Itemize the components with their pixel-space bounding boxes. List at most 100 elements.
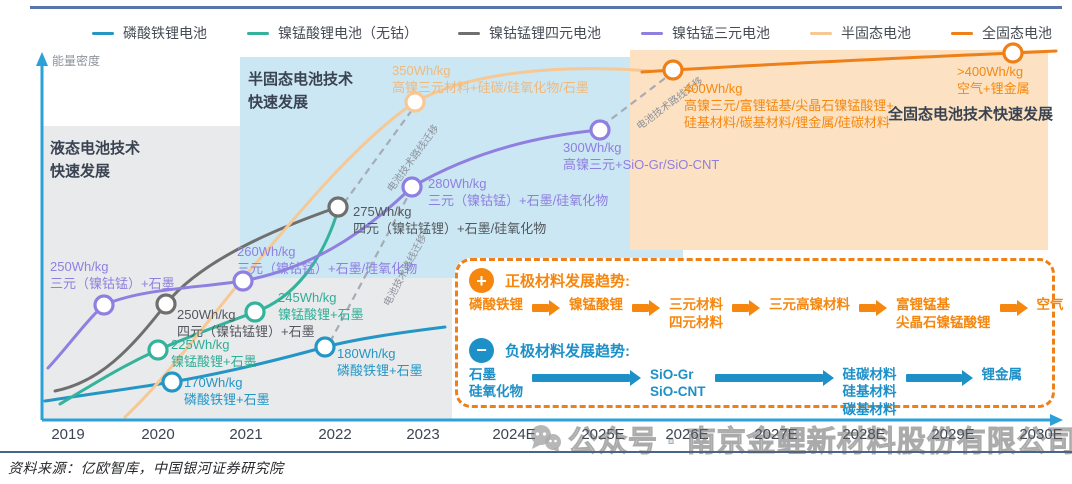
data-point-marker [155, 293, 177, 315]
data-point-label: >400Wh/kg 空气+锂金属 [957, 64, 1030, 97]
arrow-bar [532, 373, 630, 382]
data-point-marker [1002, 42, 1024, 64]
data-point-marker [161, 371, 183, 393]
legend-item: 全固态电池 [951, 23, 1052, 43]
legend-label: 磷酸铁锂电池 [123, 25, 207, 41]
data-point-label: 280Wh/kg 三元（镍钴锰）+石墨/硅氧化物 [428, 176, 609, 209]
x-tick-label: 2024E [492, 426, 536, 443]
arrow-right-icon [632, 300, 660, 316]
data-point-label: 250Wh/kg 三元（镍钴锰）+石墨 [50, 259, 175, 292]
legend-label: 半固态电池 [841, 25, 911, 41]
wechat-icon [531, 425, 561, 453]
data-point-marker [589, 119, 611, 141]
anode-trend-item: 锂金属 [981, 366, 1023, 382]
arrow-bar [632, 304, 649, 312]
legend-swatch [458, 31, 480, 35]
region-semi-solid-battery [240, 57, 683, 278]
tech-migration-dashed-line [601, 75, 669, 127]
arrow-right-icon [732, 300, 760, 316]
x-tick-label: 2025E [581, 426, 625, 443]
arrow-right-icon [714, 369, 834, 386]
data-point-label: 250Wh/kg 四元（镍钴锰锂）+石墨 [177, 307, 315, 340]
arrow-bar [732, 304, 749, 312]
x-tick-label: 2027E [754, 426, 798, 443]
legend-item: 镍锰酸锂电池（无钴） [247, 23, 418, 43]
x-tick-label: 2020 [141, 426, 175, 443]
data-point-marker [662, 59, 684, 81]
x-tick-label: 2028E [842, 426, 886, 443]
data-point-label: 180Wh/kg 磷酸铁锂+石墨 [337, 346, 423, 379]
arrow-bar [905, 373, 962, 382]
arrow-bar [532, 304, 549, 312]
anode-trend-chain: 石墨 硅氧化物 SiO-Gr SiO-CNT 硅碳材料 硅基材料 碳基材料 锂金属 [469, 366, 1041, 419]
region-label-liquid: 液态电池技术 快速发展 [50, 140, 141, 180]
cathode-trend-section: + 正极材料发展趋势: 磷酸铁锂 镍锰酸锂 三元材料 四元材料 三元高镍材料 富锂锰基 尖晶… [469, 266, 1064, 336]
anode-trend-item: SiO-Gr SiO-CNT [650, 366, 706, 400]
cathode-trend-title: 正极材料发展趋势: [505, 273, 630, 290]
data-point-marker [327, 196, 349, 218]
region-all-solid-battery [630, 50, 1048, 250]
x-tick-label: 2022 [318, 426, 352, 443]
watermark: 公众号 · 南京金鲤新材料股份有限公司 [528, 418, 1072, 460]
series-line [123, 67, 652, 419]
data-point-label: 300Wh/kg 高镍三元+SiO-Gr/SiO-CNT [563, 140, 720, 173]
arrow-head [1016, 300, 1028, 316]
anode-trend-item: 石墨 硅氧化物 [469, 366, 523, 400]
arrow-head [876, 300, 887, 316]
x-tick-label: 2026E [665, 426, 709, 443]
cathode-trend-item: 富锂锰基 尖晶石镍锰酸锂 [896, 297, 991, 330]
arrow-head [961, 369, 973, 386]
arrow-head [822, 369, 834, 386]
x-tick-label: 2029E [931, 426, 975, 443]
data-point-marker [147, 339, 169, 361]
arrow-head [549, 300, 560, 316]
data-point-marker [314, 336, 336, 358]
arrow-right-icon [859, 300, 887, 316]
data-point-label: 225Wh/kg 镍锰酸锂+石墨 [171, 337, 257, 370]
legend-label: 镍钴锰三元电池 [672, 25, 770, 41]
tech-migration-dashed-line [329, 195, 409, 343]
watermark-text: 公众号 · 南京金鲤新材料股份有限公司 [568, 426, 1072, 459]
cathode-trend-item: 空气 [1036, 297, 1064, 312]
y-axis-arrow [36, 52, 48, 66]
data-point-marker [232, 270, 254, 292]
legend-swatch [92, 31, 114, 35]
data-point-marker [404, 91, 426, 113]
y-axis-label: 能量密度 [52, 54, 101, 68]
x-axis-arrow [1050, 414, 1063, 426]
arrow-bar [714, 373, 823, 382]
cathode-trend-icon: + [469, 268, 494, 293]
arrow-right-icon [532, 369, 641, 386]
arrow-head [630, 369, 641, 386]
legend-label: 镍钴锰锂四元电池 [489, 25, 601, 41]
legend-item: 半固态电池 [810, 23, 911, 43]
legend-item: 磷酸铁锂电池 [92, 23, 207, 43]
region-label-all-solid: 全固态电池技术快速发展 [888, 106, 1054, 123]
anode-trend-section: − 负极材料发展趋势: 石墨 硅氧化物 SiO-Gr SiO-CNT 硅碳材料 硅基材料… [469, 336, 1041, 423]
arrow-head [649, 300, 660, 316]
x-tick-label: 2019 [51, 426, 85, 443]
arrow-head [749, 300, 760, 316]
legend-item: 镍钴锰锂四元电池 [458, 23, 601, 43]
chart-legend: 磷酸铁锂电池 镍锰酸锂电池（无钴） 镍钴锰锂四元电池 镍钴锰三元电池 半固态电池 全固态电… [92, 23, 1052, 43]
material-trends-box: + 正极材料发展趋势: 磷酸铁锂 镍锰酸锂 三元材料 四元材料 三元高镍材料 富锂锰基 尖晶… [455, 258, 1064, 417]
cathode-trend-item: 三元材料 四元材料 [669, 297, 723, 330]
data-point-label: 275Wh/kg 四元（镍钴锰锂）+石墨/硅氧化物 [353, 204, 547, 237]
legend-item: 镍钴锰三元电池 [641, 23, 770, 43]
legend-swatch [247, 31, 269, 35]
legend-swatch [951, 31, 973, 35]
region-label-semi-solid: 半固态电池技术 快速发展 [248, 71, 354, 111]
x-tick-label: 2021 [229, 426, 263, 443]
x-tick-label: 2030E [1019, 426, 1063, 443]
cathode-trend-chain: 磷酸铁锂 镍锰酸锂 三元材料 四元材料 三元高镍材料 富锂锰基 尖晶石镍锰酸锂 空气 [469, 296, 1064, 332]
bottom-divider [0, 451, 1072, 453]
arrow-bar [859, 304, 876, 312]
data-point-marker [244, 301, 266, 323]
data-point-label: 245Wh/kg 镍锰酸锂+石墨 [278, 290, 364, 323]
anode-trend-title-row: − 负极材料发展趋势: [469, 337, 1041, 363]
series-line [58, 201, 342, 406]
legend-label: 全固态电池 [982, 25, 1052, 41]
x-tick-label: 2023 [406, 426, 440, 443]
anode-trend-title: 负极材料发展趋势: [505, 342, 630, 360]
